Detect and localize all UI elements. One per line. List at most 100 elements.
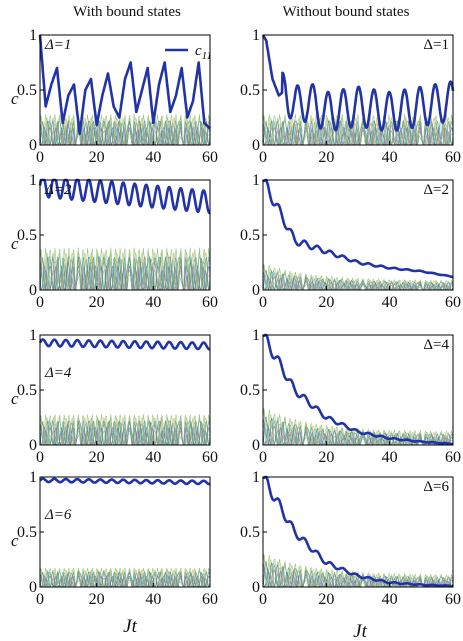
x-tick-label: 0 bbox=[36, 449, 44, 466]
mode-line bbox=[39, 114, 211, 146]
x-tick-label: 0 bbox=[259, 591, 267, 608]
y-axis-label: c bbox=[11, 89, 19, 108]
right-column-title: Without bound states bbox=[283, 4, 410, 20]
y-tick-label: 1 bbox=[29, 469, 37, 486]
x-tick-label: 60 bbox=[445, 294, 461, 311]
left-column-title: With bound states bbox=[73, 4, 181, 20]
x-tick-label: 60 bbox=[202, 449, 218, 466]
y-tick-label: 0.5 bbox=[17, 82, 37, 99]
x-tick-label: 40 bbox=[145, 294, 161, 311]
y-tick-label: 0.5 bbox=[17, 382, 37, 399]
mode-line bbox=[262, 114, 454, 146]
y-tick-label: 1 bbox=[29, 327, 37, 344]
x-tick-label: 20 bbox=[318, 591, 334, 608]
x-axis-label-right: Jt bbox=[353, 621, 367, 641]
x-tick-label: 20 bbox=[89, 149, 105, 166]
mode-line bbox=[262, 264, 454, 292]
x-tick-label: 0 bbox=[36, 294, 44, 311]
panel-1: 0 20 40 60 0 0.5 1 c Δ=1 c11 bbox=[11, 27, 218, 166]
x-tick-label: 20 bbox=[89, 294, 105, 311]
delta-label: Δ=1 bbox=[44, 37, 71, 53]
x-tick-label: 60 bbox=[202, 591, 218, 608]
x-tick-label: 40 bbox=[145, 149, 161, 166]
mode-line bbox=[262, 126, 454, 146]
y-tick-label: 1 bbox=[29, 27, 37, 44]
delta-label: Δ=6 bbox=[44, 507, 72, 523]
x-tick-label: 40 bbox=[382, 294, 398, 311]
delta-label: Δ=2 bbox=[44, 182, 72, 198]
legend-label: c11 bbox=[195, 43, 212, 62]
y-tick-label: 1 bbox=[252, 27, 260, 44]
x-tick-label: 20 bbox=[318, 294, 334, 311]
y-tick-label: 0.5 bbox=[240, 382, 260, 399]
panel-6: 0 20 40 60 0 0.5 1 Δ=4 bbox=[240, 327, 461, 466]
mode-line bbox=[262, 553, 454, 589]
y-tick-label: 0 bbox=[252, 437, 260, 454]
y-tick-label: 0.5 bbox=[240, 524, 260, 541]
y-tick-label: 0 bbox=[252, 579, 260, 596]
y-tick-label: 0.5 bbox=[240, 227, 260, 244]
x-tick-label: 60 bbox=[202, 294, 218, 311]
x-tick-label: 20 bbox=[318, 449, 334, 466]
y-tick-label: 1 bbox=[252, 327, 260, 344]
panel-7: 0 20 40 60 0 0.5 1 c Δ=6 bbox=[11, 469, 218, 608]
x-tick-label: 0 bbox=[36, 591, 44, 608]
panel-4: 0 20 40 60 0 0.5 1 Δ=2 bbox=[240, 172, 461, 311]
y-tick-label: 0 bbox=[29, 579, 37, 596]
x-tick-label: 20 bbox=[89, 591, 105, 608]
x-tick-label: 40 bbox=[382, 591, 398, 608]
c11-line bbox=[261, 34, 455, 132]
delta-label: Δ=4 bbox=[44, 365, 72, 381]
panel-5: 0 20 40 60 0 0.5 1 c Δ=4 bbox=[11, 327, 218, 466]
mode-line bbox=[39, 126, 211, 146]
x-tick-label: 40 bbox=[145, 449, 161, 466]
x-axis-label-left: Jt bbox=[123, 616, 137, 637]
panel-3: 0 20 40 60 0 0.5 1 c Δ=2 bbox=[11, 172, 218, 311]
x-tick-label: 60 bbox=[445, 449, 461, 466]
y-tick-label: 0.5 bbox=[17, 227, 37, 244]
x-tick-label: 60 bbox=[445, 591, 461, 608]
x-tick-label: 0 bbox=[259, 149, 267, 166]
c11-line bbox=[38, 178, 211, 215]
y-tick-label: 0 bbox=[29, 282, 37, 299]
mode-line bbox=[39, 567, 211, 589]
y-tick-label: 0.5 bbox=[240, 82, 260, 99]
mode-line bbox=[262, 567, 454, 588]
mode-line bbox=[262, 274, 454, 291]
mode-line bbox=[39, 414, 211, 446]
c11-line bbox=[38, 338, 211, 351]
x-tick-label: 40 bbox=[382, 149, 398, 166]
y-axis-label: c bbox=[11, 531, 19, 550]
x-tick-label: 0 bbox=[259, 294, 267, 311]
mode-line bbox=[39, 264, 211, 291]
x-tick-label: 40 bbox=[145, 591, 161, 608]
y-axis-label: c bbox=[11, 389, 19, 408]
delta-label: Δ=4 bbox=[423, 337, 449, 353]
y-tick-label: 0.5 bbox=[17, 524, 37, 541]
mode-line bbox=[39, 247, 211, 291]
y-tick-label: 0 bbox=[29, 437, 37, 454]
c11-line bbox=[38, 34, 211, 136]
delta-label: Δ=6 bbox=[423, 479, 449, 495]
y-tick-label: 0 bbox=[252, 137, 260, 154]
delta-label: Δ=1 bbox=[423, 37, 449, 53]
x-tick-label: 20 bbox=[89, 449, 105, 466]
mode-line bbox=[262, 408, 454, 447]
mode-line bbox=[39, 575, 211, 588]
y-tick-label: 1 bbox=[252, 172, 260, 189]
x-tick-label: 60 bbox=[202, 149, 218, 166]
y-tick-label: 1 bbox=[252, 469, 260, 486]
y-tick-label: 0 bbox=[29, 137, 37, 154]
delta-label: Δ=2 bbox=[423, 182, 449, 198]
c11-line bbox=[262, 475, 454, 588]
x-tick-label: 40 bbox=[382, 449, 398, 466]
c11-line bbox=[261, 178, 454, 279]
x-tick-label: 0 bbox=[259, 449, 267, 466]
x-tick-label: 60 bbox=[445, 149, 461, 166]
y-axis-label: c bbox=[11, 234, 19, 253]
x-tick-label: 20 bbox=[318, 149, 334, 166]
mode-line bbox=[39, 426, 211, 446]
y-tick-label: 1 bbox=[29, 172, 37, 189]
y-tick-label: 0 bbox=[252, 282, 260, 299]
